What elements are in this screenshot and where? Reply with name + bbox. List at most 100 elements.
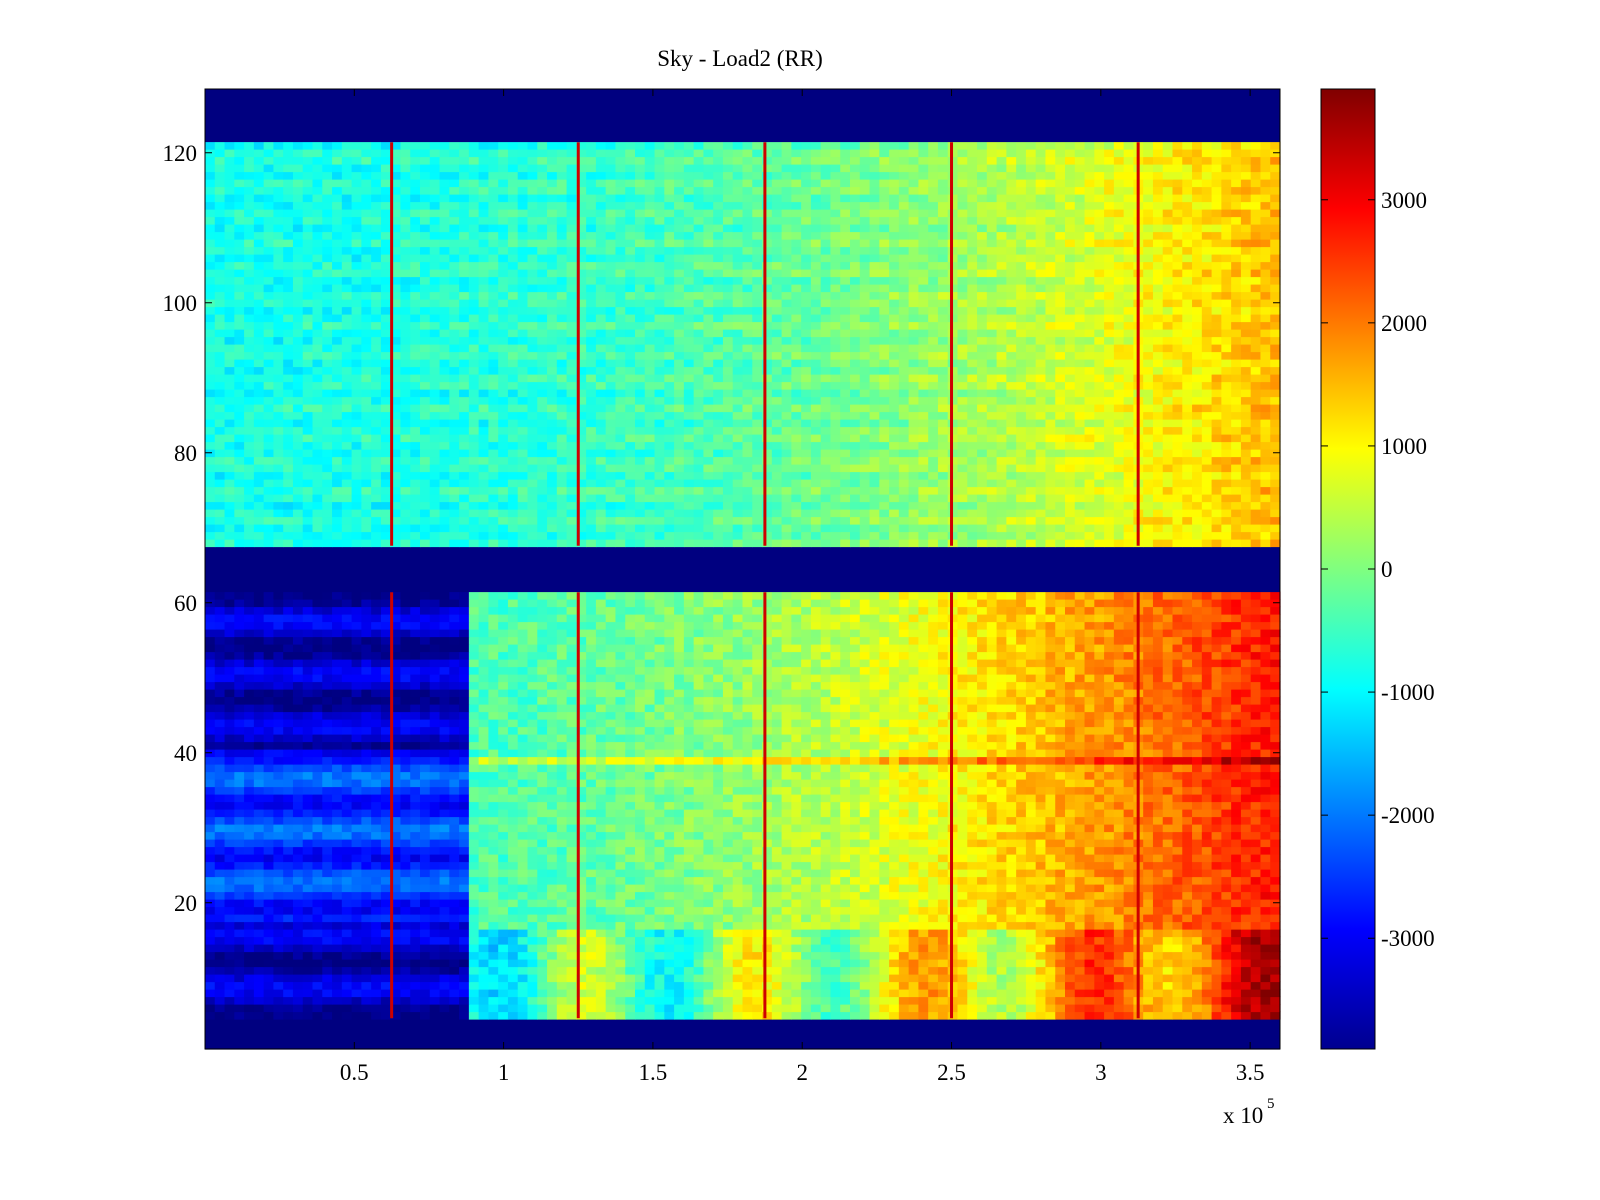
heatmap-cell (644, 726, 656, 735)
heatmap-cell (801, 884, 812, 893)
heatmap-cell (1084, 981, 1095, 990)
heatmap-cell (498, 711, 509, 720)
heatmap-cell (996, 711, 1007, 720)
heatmap-cell (683, 951, 695, 960)
heatmap-cell (292, 681, 304, 690)
heatmap-cell (292, 981, 304, 990)
heatmap-cell (263, 981, 275, 990)
heatmap-cell (244, 681, 255, 690)
heatmap-cell (371, 959, 382, 968)
heatmap-cell (556, 801, 568, 810)
heatmap-cell (253, 816, 265, 825)
heatmap-cell (1152, 839, 1164, 848)
heatmap-cell (859, 824, 871, 833)
heatmap-cell (1182, 704, 1193, 713)
heatmap-cell (1240, 771, 1252, 780)
heatmap-cell (517, 876, 529, 885)
heatmap-cell (967, 1011, 978, 1020)
heatmap-cell (810, 771, 822, 780)
heatmap-cell (1094, 816, 1105, 825)
heatmap-cell (439, 711, 450, 720)
heatmap-cell (1270, 831, 1281, 840)
heatmap-cell (1240, 854, 1252, 863)
heatmap-cell (1192, 884, 1203, 893)
heatmap-cell (341, 854, 353, 863)
heatmap-cell (1240, 756, 1252, 765)
heatmap-cell (654, 816, 665, 825)
heatmap-cell (693, 959, 705, 968)
heatmap-cell (1162, 704, 1174, 713)
heatmap-cell (390, 966, 402, 975)
heatmap-cell (586, 914, 597, 923)
heatmap-cell (918, 689, 929, 698)
heatmap-cell (586, 794, 597, 803)
heatmap-cell (635, 719, 646, 728)
heatmap-cell (654, 929, 665, 938)
heatmap-cell (889, 914, 900, 923)
heatmap-cell (889, 689, 900, 698)
heatmap-cell (889, 786, 900, 795)
heatmap-cell (1006, 794, 1017, 803)
heatmap-cell (361, 689, 372, 698)
heatmap-cell (1231, 951, 1242, 960)
heatmap-cell (840, 921, 851, 930)
heatmap-cell (449, 936, 460, 945)
heatmap-cell (625, 816, 636, 825)
heatmap-cell (322, 854, 333, 863)
heatmap-cell (380, 779, 392, 788)
heatmap-cell (390, 929, 402, 938)
heatmap-cell (1201, 794, 1213, 803)
heatmap-cell (586, 786, 597, 795)
heatmap-cell (566, 726, 577, 735)
heatmap-cell (586, 779, 597, 788)
heatmap-cell (937, 809, 949, 818)
heatmap-cell (722, 974, 734, 983)
heatmap-cell (224, 741, 235, 750)
heatmap-cell (576, 786, 587, 795)
heatmap-cell (322, 914, 333, 923)
heatmap-cell (361, 914, 372, 923)
heatmap-cell (830, 884, 841, 893)
heatmap-cell (1084, 689, 1095, 698)
heatmap-cell (928, 854, 939, 863)
heatmap-cell (605, 824, 617, 833)
heatmap-cell (556, 711, 568, 720)
heatmap-cell (879, 794, 890, 803)
heatmap-cell (820, 779, 832, 788)
heatmap-cell (341, 974, 353, 983)
heatmap-cell (390, 674, 402, 683)
heatmap-cell (312, 794, 323, 803)
heatmap-cell (1065, 921, 1076, 930)
heatmap-cell (850, 944, 861, 953)
heatmap-cell (1192, 1011, 1203, 1020)
heatmap-cell (341, 899, 353, 908)
heatmap-cell (283, 929, 294, 938)
heatmap-cell (1270, 719, 1281, 728)
heatmap-cell (771, 839, 783, 848)
heatmap-cell (928, 861, 939, 870)
heatmap-cell (429, 674, 441, 683)
heatmap-cell (869, 936, 880, 945)
heatmap-cell (556, 921, 568, 930)
heatmap-cell (1035, 884, 1047, 893)
heatmap-cell (341, 741, 353, 750)
heatmap-cell (1113, 876, 1125, 885)
heatmap-cell (625, 681, 636, 690)
heatmap-cell (937, 936, 949, 945)
heatmap-cell (361, 734, 372, 743)
heatmap-cell (1211, 756, 1222, 765)
heatmap-cell (488, 704, 499, 713)
heatmap-cell (420, 689, 431, 698)
heatmap-cell (879, 1004, 890, 1013)
heatmap-cell (1074, 801, 1086, 810)
heatmap-cell (371, 876, 382, 885)
heatmap-cell (468, 771, 480, 780)
heatmap-cell (1270, 779, 1281, 788)
heatmap-cell (429, 809, 441, 818)
heatmap-cell (1260, 809, 1271, 818)
heatmap-cell (937, 1004, 949, 1013)
heatmap-cell (850, 824, 861, 833)
heatmap-cell (1182, 876, 1193, 885)
heatmap-cell (292, 809, 304, 818)
heatmap-cell (820, 906, 832, 915)
